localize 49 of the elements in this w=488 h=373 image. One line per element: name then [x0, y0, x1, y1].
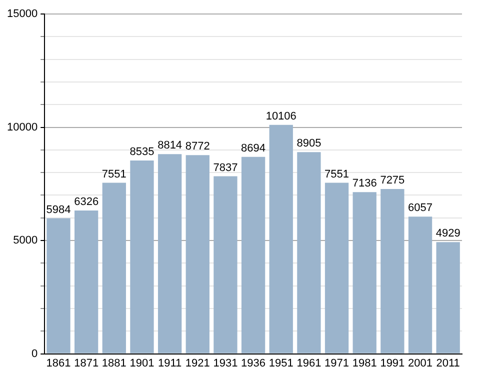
y-tick-label: 15000: [6, 8, 38, 20]
x-tick-label: 1961: [296, 357, 322, 370]
y-tick-label: 5000: [13, 234, 38, 247]
x-tick-label: 1871: [74, 357, 99, 370]
x-tick-label: 1861: [46, 357, 71, 370]
x-tick-label: 1931: [213, 357, 238, 370]
bar: [352, 192, 376, 354]
y-tick-label: 0: [31, 348, 38, 360]
bar: [269, 124, 293, 354]
x-tick-label: 1951: [268, 357, 294, 370]
x-tick-label: 1991: [380, 357, 405, 370]
y-tick-label: 10000: [6, 121, 38, 134]
data-label: 7837: [213, 162, 238, 174]
x-tick-label: 1971: [324, 357, 350, 370]
bar: [186, 155, 210, 354]
data-label: 7275: [380, 174, 405, 187]
bar: [436, 242, 460, 354]
data-label: 7551: [102, 168, 126, 180]
bar: [408, 216, 432, 354]
data-label: 7551: [324, 168, 350, 180]
x-tick-label: 1921: [185, 357, 210, 370]
data-label: 10106: [266, 110, 296, 122]
bar: [46, 218, 70, 354]
x-tick-label: 1901: [130, 357, 154, 370]
data-label: 6326: [74, 196, 99, 208]
x-tick-label: 1911: [158, 357, 182, 370]
x-tick-label: 2001: [408, 357, 432, 370]
data-label: 8772: [185, 140, 210, 153]
bar: [324, 182, 349, 354]
bar: [380, 188, 404, 354]
data-label: 4929: [436, 228, 460, 240]
x-tick-label: 2011: [436, 357, 460, 370]
bar: [214, 176, 238, 354]
bar: [158, 154, 182, 354]
bar: [241, 156, 266, 354]
data-label: 8905: [296, 138, 322, 150]
x-tick-label: 1936: [241, 357, 266, 370]
bar: [297, 152, 321, 354]
data-label: 8535: [130, 146, 154, 158]
x-tick-label: 1981: [352, 357, 377, 370]
x-tick-label: 1881: [102, 357, 126, 370]
data-label: 6057: [408, 202, 432, 214]
bar: [74, 210, 98, 354]
bar: [102, 182, 126, 354]
data-label: 7136: [352, 178, 377, 190]
bar: [130, 160, 154, 354]
data-label: 5984: [46, 204, 71, 216]
data-label: 8814: [158, 140, 182, 152]
data-label: 8694: [241, 142, 266, 154]
